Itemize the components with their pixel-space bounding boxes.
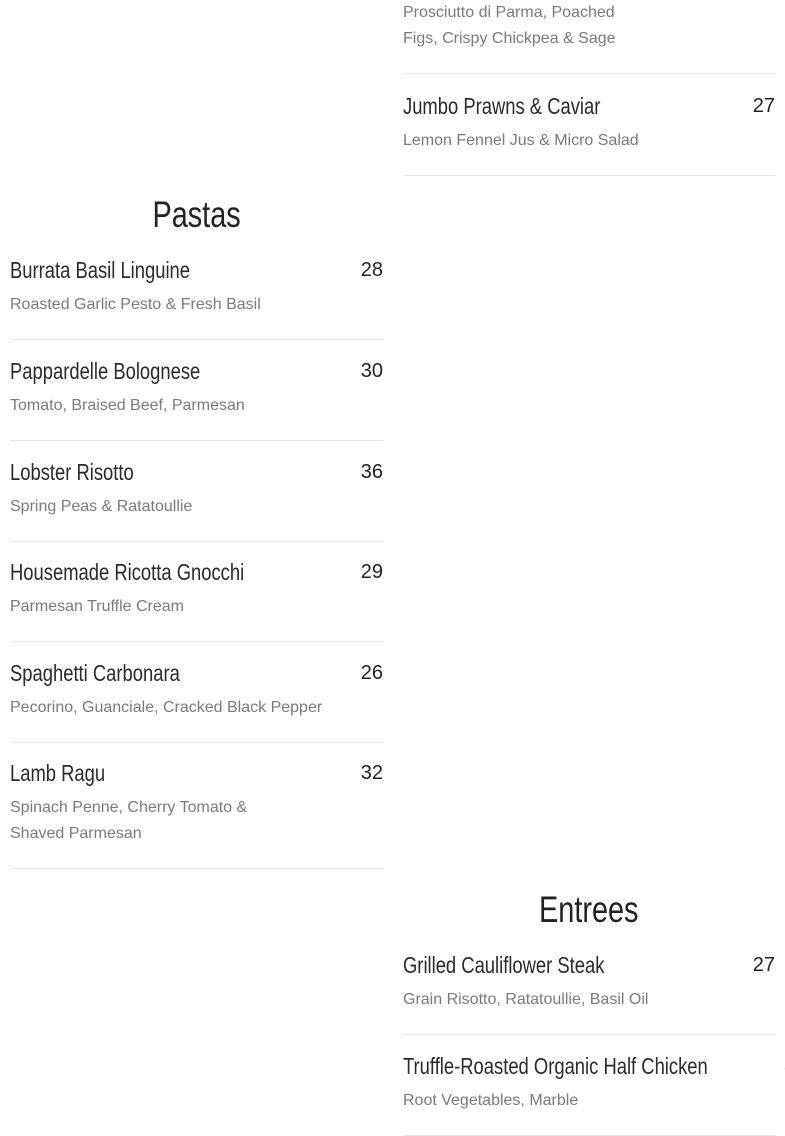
item-price: 29 [360,560,383,583]
item-name: Burrata Basil Linguine [10,256,191,283]
item-price: 28 [360,258,383,281]
menu-item: Truffle-Roasted Organic Half Chicken 32 R… [403,1034,785,1136]
menu-item: Spaghetti Carbonara 26 Pecorino, Guancial… [10,641,383,743]
menu-item: Lobster Risotto 36 Spring Peas & Ratatoul… [10,440,383,542]
item-name: Spaghetti Carbonara [10,659,180,686]
menu-item: Lamb Ragu 32 Spinach Penne, Cherry Tomato… [10,741,383,869]
item-name: Housemade Ricotta Gnocchi [10,558,245,585]
item-description: Pecorino, Guanciale, Cracked Black Peppe… [10,699,323,716]
menu-item: Grilled Cauliflower Steak 27 Grain Risott… [403,933,775,1035]
item-price: 27 [752,94,775,117]
item-name: Truffle-Roasted Organic Half Chicken [403,1052,708,1079]
menu-item: Housemade Ricotta Gnocchi 29 Parmesan Tru… [10,540,383,642]
item-description: Grain Risotto, Ratatoullie, Basil Oil [403,991,649,1008]
section-title: Entrees [539,889,639,930]
item-name: Lobster Risotto [10,458,134,485]
item-price: 27 [752,953,775,976]
item-price: 36 [360,460,383,483]
item-price: 32 [360,761,383,784]
item-price: 26 [360,661,383,684]
item-description: Spring Peas & Ratatoullie [10,498,193,515]
item-name: Lamb Ragu [10,759,106,786]
menu-item: Pappardelle Bolognese 30 Tomato, Braised … [10,339,383,441]
item-description: Tomato, Braised Beef, Parmesan [10,397,245,414]
item-description: Lemon Fennel Jus & Micro Salad [403,132,639,149]
menu-item: Jumbo Prawns & Caviar 27 Lemon Fennel Ju… [403,74,775,176]
item-name: Pappardelle Bolognese [10,357,201,384]
item-price: 32 [784,1055,785,1078]
item-description: Parmesan Truffle Cream [10,598,184,615]
section-title: Pastas [152,194,241,235]
menu-item: Burrata Basil Linguine 28 Roasted Garlic … [10,238,383,340]
item-description: Prosciutto di Parma, Poached Figs, Crisp… [403,4,616,47]
item-price: 30 [360,359,383,382]
item-description: Roasted Garlic Pesto & Fresh Basil [10,296,261,313]
item-name: Grilled Cauliflower Steak [403,951,605,978]
item-description: Spinach Penne, Cherry Tomato & Shaved Pa… [10,799,248,842]
item-description: Root Vegetables, Marble [403,1092,579,1109]
menu-item: Prosciutto di Parma, Poached Figs, Crisp… [403,0,775,74]
item-name: Jumbo Prawns & Caviar [403,92,601,119]
